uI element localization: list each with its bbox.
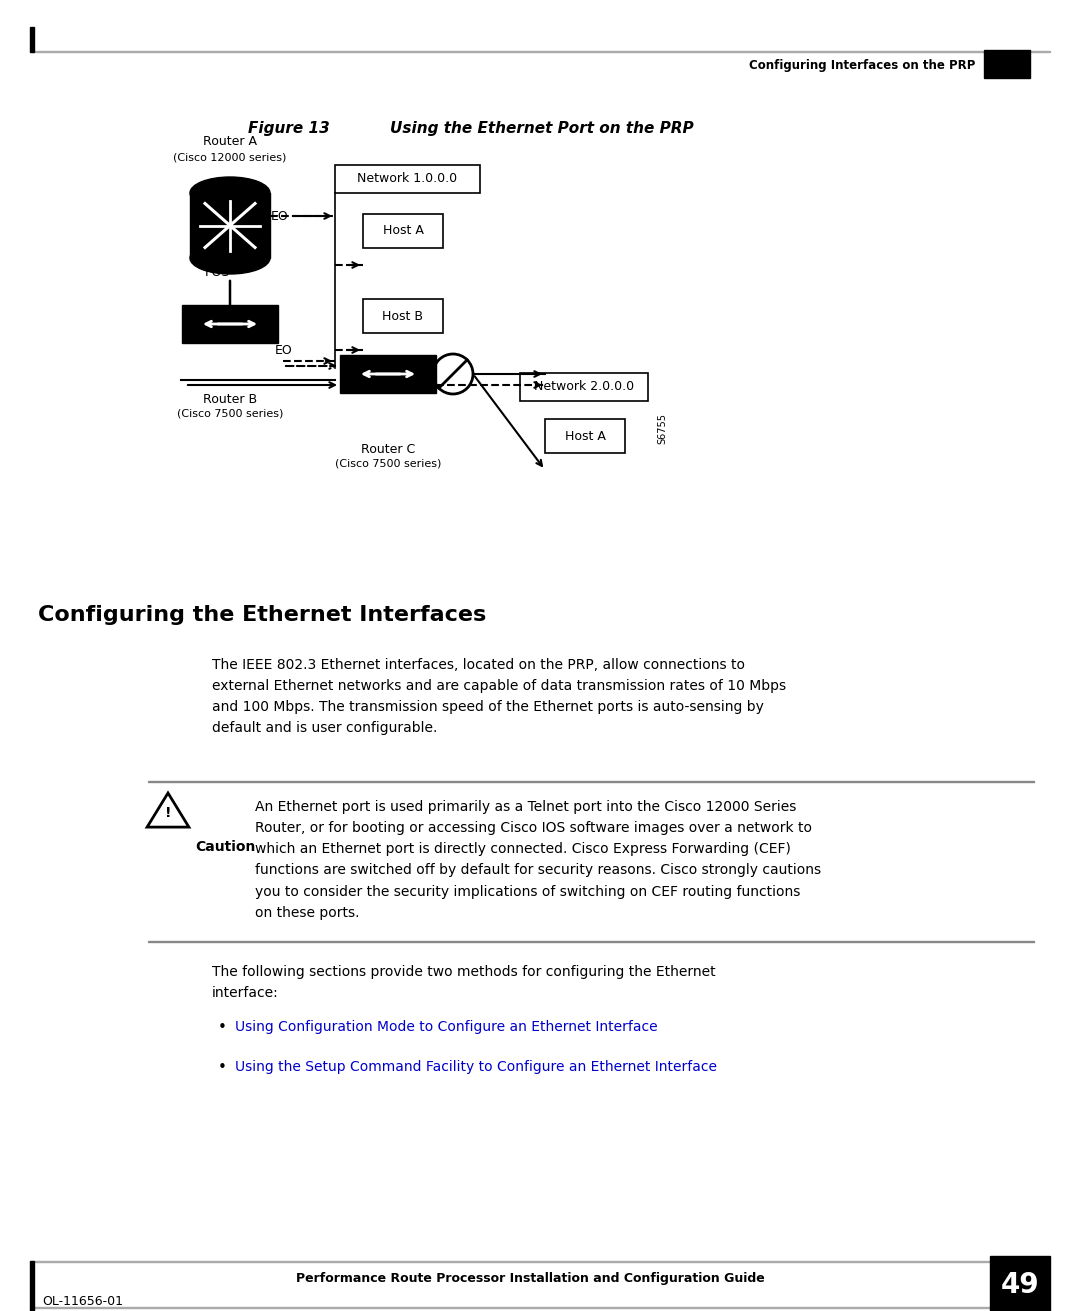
Ellipse shape <box>190 243 270 274</box>
Text: (Cisco 7500 series): (Cisco 7500 series) <box>177 408 283 418</box>
Text: Performance Route Processor Installation and Configuration Guide: Performance Route Processor Installation… <box>296 1272 765 1285</box>
Text: S6755: S6755 <box>657 413 667 443</box>
Bar <box>30 28 33 52</box>
Text: •: • <box>217 1061 227 1075</box>
Bar <box>363 214 443 248</box>
Text: Host B: Host B <box>382 309 423 323</box>
Text: OL-11656-01: OL-11656-01 <box>42 1295 123 1308</box>
Text: (Cisco 7500 series): (Cisco 7500 series) <box>335 458 442 468</box>
Text: Router A: Router A <box>203 135 257 148</box>
Text: The following sections provide two methods for configuring the Ethernet
interfac: The following sections provide two metho… <box>212 965 716 1000</box>
Text: Router B: Router B <box>203 393 257 406</box>
Bar <box>340 355 436 393</box>
Text: (Cisco 12000 series): (Cisco 12000 series) <box>173 153 286 163</box>
Text: Configuring the Ethernet Interfaces: Configuring the Ethernet Interfaces <box>38 604 486 625</box>
Bar <box>30 51 1050 52</box>
Text: Router C: Router C <box>361 443 415 456</box>
Ellipse shape <box>190 177 270 208</box>
Bar <box>519 374 648 401</box>
Text: !: ! <box>165 806 172 819</box>
Text: EO: EO <box>275 345 293 358</box>
Bar <box>335 165 480 193</box>
Text: Host A: Host A <box>382 224 423 237</box>
Text: Caution: Caution <box>195 840 255 853</box>
Text: Network 2.0.0.0: Network 2.0.0.0 <box>534 380 634 393</box>
Text: Network 1.0.0.0: Network 1.0.0.0 <box>356 173 457 185</box>
Text: 49: 49 <box>1001 1270 1039 1299</box>
Text: •: • <box>217 1020 227 1034</box>
Text: An Ethernet port is used primarily as a Telnet port into the Cisco 12000 Series
: An Ethernet port is used primarily as a … <box>255 800 821 920</box>
Bar <box>545 420 625 454</box>
Text: Host A: Host A <box>565 430 606 443</box>
Bar <box>183 305 278 343</box>
Text: Figure 13: Figure 13 <box>248 121 329 135</box>
Text: Using Configuration Mode to Configure an Ethernet Interface: Using Configuration Mode to Configure an… <box>235 1020 658 1034</box>
Text: EO: EO <box>271 210 288 223</box>
Bar <box>984 50 1030 77</box>
Text: Using the Ethernet Port on the PRP: Using the Ethernet Port on the PRP <box>390 121 693 135</box>
Text: POS: POS <box>205 266 230 279</box>
Bar <box>30 1261 33 1311</box>
Bar <box>30 1260 1040 1262</box>
Text: Configuring Interfaces on the PRP: Configuring Interfaces on the PRP <box>748 59 975 72</box>
Text: The IEEE 802.3 Ethernet interfaces, located on the PRP, allow connections to
ext: The IEEE 802.3 Ethernet interfaces, loca… <box>212 658 786 735</box>
Bar <box>30 1307 1040 1308</box>
Bar <box>190 193 270 258</box>
Bar <box>363 299 443 333</box>
Text: Using the Setup Command Facility to Configure an Ethernet Interface: Using the Setup Command Facility to Conf… <box>235 1061 717 1074</box>
Bar <box>990 1256 1050 1311</box>
